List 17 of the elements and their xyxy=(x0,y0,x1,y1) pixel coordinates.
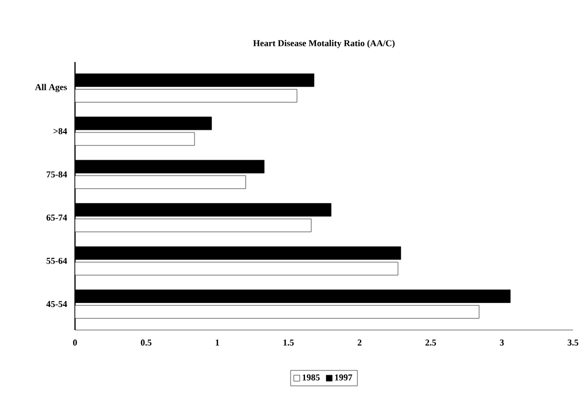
x-tick-label: 1 xyxy=(216,340,220,346)
y-tick-label: 55-64 xyxy=(46,258,68,264)
y-tick-label: 45-54 xyxy=(46,301,68,308)
legend-label: 1997 xyxy=(335,374,352,380)
x-tick-label: 3.5 xyxy=(568,340,578,346)
y-tick-label: 65-74 xyxy=(46,214,68,221)
x-tick-label: 0.5 xyxy=(140,340,152,346)
x-tick-label: 1.5 xyxy=(284,340,294,346)
x-tick-label: 2 xyxy=(358,340,362,346)
y-tick-label: >84 xyxy=(54,128,68,134)
x-tick-label: 3 xyxy=(500,340,504,346)
y-tick-label: All Ages xyxy=(35,84,67,92)
y-tick-label: 75-84 xyxy=(46,171,68,178)
x-tick-label: 2.5 xyxy=(425,340,436,346)
x-tick-label: 0 xyxy=(73,340,77,346)
chart-title: Heart Disease Motality Ratio (AA/C) xyxy=(253,40,395,48)
legend-label: 1985 xyxy=(302,374,320,380)
